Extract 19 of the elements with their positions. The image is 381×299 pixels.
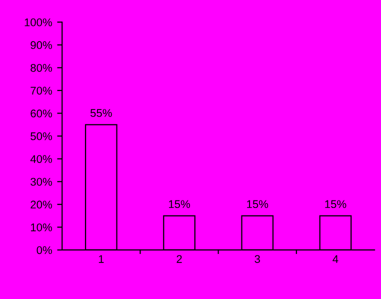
x-tick-label: 3 [254,255,260,263]
data-label: 55% [90,109,112,117]
data-label: 15% [247,200,268,208]
x-tick-label: 2 [176,255,182,263]
y-tick-label: 60% [30,110,52,118]
y-tick-label: 90% [30,41,52,50]
y-tick-label: 70% [30,86,52,95]
data-label: 15% [325,200,346,208]
y-tick-label: 50% [30,132,52,140]
x-tick-label: 4 [332,255,338,263]
y-tick-label: 0% [36,246,52,254]
x-tick-label: 1 [98,255,104,263]
y-tick-label: 10% [30,223,52,232]
y-tick-label: 80% [30,64,52,72]
y-tick-label: 40% [30,155,52,163]
y-tick-label: 20% [30,200,52,209]
y-tick-label: 30% [30,178,52,186]
y-tick-label: 100% [24,18,52,26]
data-label: 15% [168,200,190,208]
